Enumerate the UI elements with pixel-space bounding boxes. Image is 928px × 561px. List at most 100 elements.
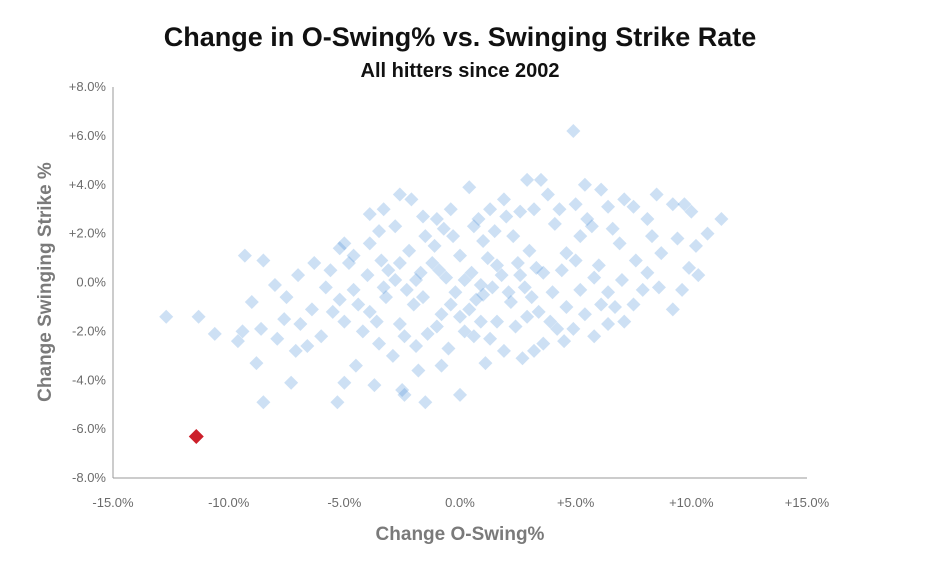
data-point-158 xyxy=(670,231,685,246)
data-point-113 xyxy=(490,314,505,329)
data-point-169 xyxy=(362,236,377,251)
data-point-90 xyxy=(476,233,491,248)
data-point-97 xyxy=(388,273,403,288)
data-point-79 xyxy=(466,329,481,344)
data-point-23 xyxy=(270,331,285,346)
data-point-60 xyxy=(700,226,715,241)
data-point-118 xyxy=(559,299,574,314)
data-point-68 xyxy=(640,265,655,280)
data-point-150 xyxy=(291,268,306,283)
data-point-160 xyxy=(418,229,433,244)
data-point-91 xyxy=(464,265,479,280)
highlighted-point xyxy=(188,428,204,444)
data-point-148 xyxy=(325,304,340,319)
data-point-75 xyxy=(527,343,542,358)
data-point-86 xyxy=(536,265,551,280)
tick-labels: -15.0% -10.0% -5.0% 0.0% +5.0% +10.0% +15.0% +8… xyxy=(69,79,830,510)
data-point-121 xyxy=(601,285,616,300)
data-point-127 xyxy=(409,339,424,354)
data-point-137 xyxy=(494,268,509,283)
data-point-57 xyxy=(665,197,680,212)
data-point-21 xyxy=(300,339,315,354)
data-point-109 xyxy=(434,307,449,322)
data-point-129 xyxy=(457,324,472,339)
data-point-143 xyxy=(457,273,472,288)
chart-title: Change in O-Swing% vs. Swinging Strike R… xyxy=(164,22,757,52)
y-tick-label: -6.0% xyxy=(72,421,106,436)
data-point-9 xyxy=(284,375,299,390)
data-point-185 xyxy=(554,263,569,278)
x-axis-label: Change O-Swing% xyxy=(376,524,545,545)
data-point-123 xyxy=(372,336,387,351)
data-point-102 xyxy=(318,280,333,295)
data-point-3 xyxy=(237,248,252,263)
data-point-85 xyxy=(547,216,562,231)
chart-subtitle: All hitters since 2002 xyxy=(361,60,560,82)
data-point-55 xyxy=(640,211,655,226)
data-point-95 xyxy=(413,265,428,280)
data-point-12 xyxy=(348,358,363,373)
data-point-33 xyxy=(392,187,407,202)
data-point-29 xyxy=(346,248,361,263)
data-point-180 xyxy=(443,297,458,312)
data-point-80 xyxy=(628,253,643,268)
data-point-38 xyxy=(462,180,477,195)
data-point-54 xyxy=(626,199,641,214)
data-point-132 xyxy=(536,336,551,351)
data-point-175 xyxy=(473,314,488,329)
data-point-84 xyxy=(559,246,574,261)
data-point-110 xyxy=(448,285,463,300)
data-point-136 xyxy=(473,277,488,292)
data-point-153 xyxy=(254,321,269,336)
data-point-28 xyxy=(337,236,352,251)
x-tick-label: +5.0% xyxy=(557,495,595,510)
data-point-17 xyxy=(453,387,467,402)
data-point-70 xyxy=(617,314,632,329)
data-point-45 xyxy=(540,187,555,202)
data-point-138 xyxy=(510,255,525,270)
data-point-67 xyxy=(651,280,666,295)
data-point-168 xyxy=(388,219,403,234)
data-point-124 xyxy=(355,324,370,339)
data-point-65 xyxy=(675,282,690,297)
data-point-87 xyxy=(522,243,537,258)
data-point-11 xyxy=(337,375,352,390)
data-point-152 xyxy=(267,277,282,292)
data-point-125 xyxy=(337,314,352,329)
data-point-59 xyxy=(684,204,699,219)
data-point-8 xyxy=(256,395,271,410)
data-point-32 xyxy=(376,202,391,217)
data-point-30 xyxy=(362,207,377,222)
data-point-112 xyxy=(476,287,491,302)
data-point-104 xyxy=(362,304,377,319)
data-point-5 xyxy=(244,295,259,310)
y-tick-label: 0.0% xyxy=(76,275,106,290)
data-point-44 xyxy=(533,172,548,187)
data-point-135 xyxy=(446,229,461,244)
data-point-133 xyxy=(557,334,572,349)
data-point-181 xyxy=(469,292,484,307)
data-point-13 xyxy=(367,378,382,393)
data-point-151 xyxy=(279,290,294,305)
data-point-172 xyxy=(397,329,412,344)
data-point-35 xyxy=(415,209,430,224)
data-point-177 xyxy=(543,314,558,329)
data-point-42 xyxy=(513,204,528,219)
data-point-114 xyxy=(503,295,518,310)
data-point-116 xyxy=(531,304,546,319)
x-tick-label: -10.0% xyxy=(208,495,250,510)
data-point-173 xyxy=(429,319,444,334)
data-point-134 xyxy=(425,255,440,270)
data-point-122 xyxy=(614,273,629,288)
data-point-24 xyxy=(288,343,303,358)
data-point-156 xyxy=(635,282,650,297)
data-point-27 xyxy=(332,241,347,256)
data-point-186 xyxy=(568,253,583,268)
data-point-165 xyxy=(552,202,567,217)
data-point-155 xyxy=(607,299,622,314)
data-point-179 xyxy=(594,297,609,312)
data-point-171 xyxy=(369,314,384,329)
data-point-119 xyxy=(573,282,588,297)
data-point-147 xyxy=(341,255,356,270)
data-point-0 xyxy=(159,309,174,324)
